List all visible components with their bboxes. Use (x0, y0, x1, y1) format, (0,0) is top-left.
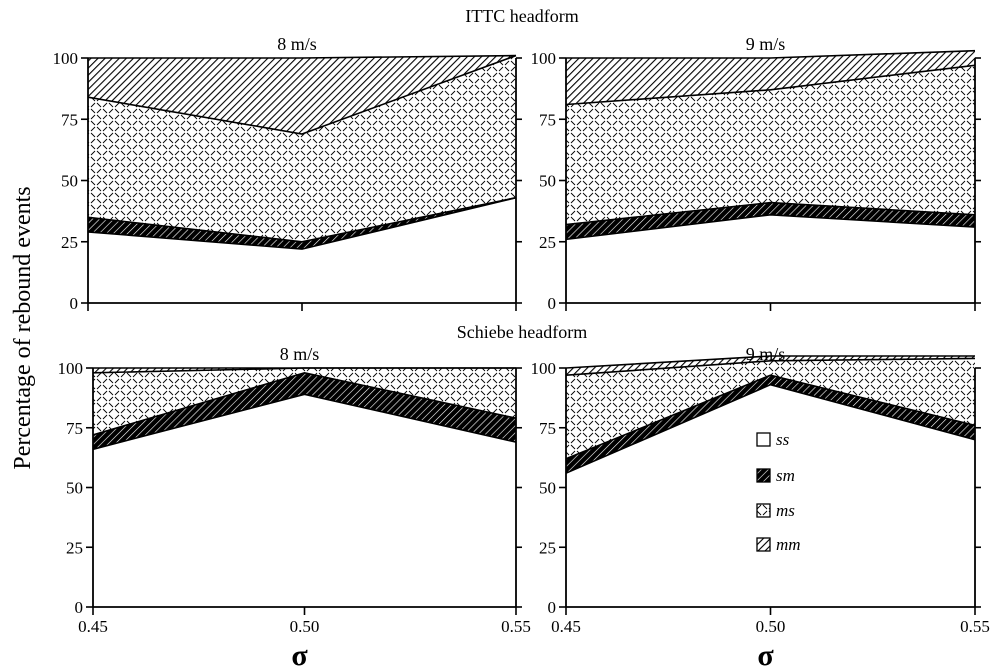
boundary-line-ms (565, 357, 976, 376)
panel-2: 0 25 50 75 100 9 m/s (531, 34, 981, 313)
boundary-line-ss (87, 196, 517, 250)
y-tick-label: 75 (539, 419, 556, 438)
boundary-line-mm (566, 49, 976, 59)
y-tick-label: 100 (531, 359, 557, 378)
y-axis-label: Percentage of rebound events (10, 186, 36, 469)
y-tick-label: 50 (539, 479, 556, 498)
legend-label-ms: ms (776, 501, 795, 520)
y-tick-label: 25 (66, 538, 83, 557)
area-ms (88, 55, 516, 242)
y-tick-label: 25 (539, 233, 556, 252)
area-sm (566, 202, 975, 240)
x-tick-label: 0.55 (960, 617, 990, 636)
legend-swatch-ms (756, 503, 771, 518)
area-mm (566, 50, 975, 105)
boundary-line-mm (88, 54, 517, 59)
y-tick-label: 25 (539, 538, 556, 557)
y-tick-label: 0 (548, 598, 557, 617)
boundary-line-sm (87, 196, 517, 243)
legend-swatch-sm (756, 468, 771, 483)
area-mm (566, 356, 975, 376)
y-tick-label: 25 (61, 233, 78, 252)
panel-3: 0 25 50 75 100 0.45 0.50 0.55 8 m/s σ (58, 344, 531, 668)
x-tick-label: 0.55 (501, 617, 531, 636)
area-ss (566, 384, 975, 607)
panel-title: 9 m/s (746, 34, 786, 54)
y-tick-label: 0 (75, 598, 84, 617)
area-ms (93, 368, 516, 435)
y-tick-label: 100 (531, 49, 557, 68)
legend-swatch-mm (756, 537, 771, 552)
area-ms (566, 358, 975, 459)
boundary-line-sm (92, 371, 517, 436)
y-tick-label: 75 (539, 110, 556, 129)
y-tick-label: 50 (539, 172, 556, 191)
boundary-line-sm (565, 374, 976, 460)
y-tick-label: 50 (61, 172, 78, 191)
legend-label-ss: ss (776, 430, 790, 449)
boundary-line-ss (565, 213, 976, 241)
boundary-line-ss (92, 393, 517, 451)
y-tick-label: 50 (66, 479, 83, 498)
x-tick-label: 0.45 (551, 617, 581, 636)
panel-title: 9 m/s (746, 344, 786, 364)
panel-title: 8 m/s (280, 344, 320, 364)
y-tick-label: 100 (58, 359, 84, 378)
legend-label-sm: sm (776, 466, 795, 485)
legend-label-mm: mm (776, 535, 801, 554)
y-tick-label: 100 (53, 49, 79, 68)
panel-title: 8 m/s (277, 34, 317, 54)
legend: ss sm ms mm (756, 430, 801, 554)
legend-swatch-ss (756, 432, 771, 447)
x-tick-label: 0.50 (290, 617, 320, 636)
area-sm (93, 372, 516, 450)
area-sm (88, 197, 516, 250)
boundary-line-ms (87, 54, 517, 135)
boundary-line-ss (565, 383, 976, 474)
area-mm (88, 55, 516, 134)
area-ss (93, 394, 516, 607)
area-ms (566, 65, 975, 225)
area-mm (93, 368, 516, 373)
panel-1: 0 25 50 75 100 8 m/s (53, 34, 522, 313)
y-tick-label: 0 (70, 294, 79, 313)
x-axis-label: σ (757, 639, 774, 668)
y-tick-label: 75 (61, 110, 78, 129)
x-axis-label: σ (291, 639, 308, 668)
y-tick-label: 0 (548, 294, 557, 313)
boundary-line-ms (565, 64, 976, 106)
boundary-line-sm (565, 201, 976, 226)
x-tick-label: 0.45 (78, 617, 108, 636)
boundary-line-mm (565, 355, 975, 369)
panel-4: 0 25 50 75 100 0.45 0.50 0.55 9 m/s σ (531, 344, 990, 668)
y-tick-label: 75 (66, 419, 83, 438)
x-tick-label: 0.50 (756, 617, 786, 636)
section-title-ittc: ITTC headform (465, 6, 578, 26)
section-title-schiebe: Schiebe headform (457, 322, 587, 342)
area-ss (566, 214, 975, 303)
